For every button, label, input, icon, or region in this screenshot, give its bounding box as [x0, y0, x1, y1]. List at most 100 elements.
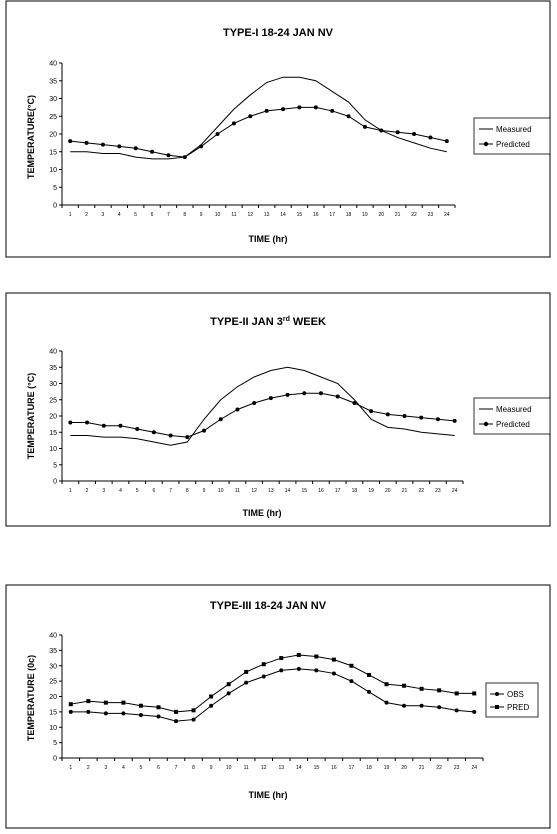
chart-3-title: TYPE-III 18-24 JAN NV — [210, 600, 327, 612]
chart-3-point-pred — [103, 700, 108, 705]
chart-2-x-tick-label: 1 — [69, 488, 72, 494]
chart-1-x-tick-label: 7 — [167, 212, 170, 218]
chart-2-point-predicted — [85, 420, 90, 425]
chart-2-x-tick-label: 10 — [218, 488, 224, 494]
chart-1-x-tick-label: 8 — [183, 212, 186, 218]
chart-3-point-pred — [296, 652, 301, 657]
chart-2-legend-measured: Measured — [496, 405, 532, 414]
chart-2-x-tick-label: 21 — [402, 488, 408, 494]
chart-3-point-pred — [174, 709, 179, 714]
chart-2-x-axis-label: TIME (hr) — [243, 508, 282, 518]
chart-1-x-tick-label: 11 — [231, 212, 236, 218]
chart-2-x-tick-label: 6 — [153, 488, 156, 494]
chart-2-point-predicted — [101, 423, 106, 428]
chart-1-y-tick-label: 0 — [53, 203, 57, 210]
chart-3-legend-pred: PRED — [507, 703, 529, 712]
chart-1-x-tick-label: 1 — [69, 212, 72, 218]
chart-3-point-pred — [226, 682, 231, 687]
chart-2-point-predicted — [252, 401, 257, 405]
chart-3-point-obs — [121, 711, 126, 716]
chart-3-point-pred — [86, 699, 91, 704]
chart-2-x-tick-label: 23 — [435, 488, 441, 494]
chart-2-point-predicted — [151, 430, 156, 435]
chart-2-x-tick-label: 16 — [318, 488, 324, 494]
chart-3-point-obs — [437, 705, 442, 710]
chart-1-x-tick-label: 14 — [280, 212, 286, 218]
chart-1-x-tick-label: 18 — [346, 212, 352, 218]
chart-2-y-tick-label: 25 — [49, 397, 57, 404]
chart-1-point-predicted — [379, 128, 384, 133]
chart-1-x-tick-label: 10 — [215, 212, 221, 218]
chart-3-y-tick-label: 20 — [49, 694, 57, 701]
chart-3-point-obs — [472, 709, 477, 714]
chart-2-x-tick-label: 18 — [352, 488, 358, 494]
chart-3-legend-marker-obs — [495, 692, 499, 696]
chart-1-point-predicted — [133, 146, 138, 151]
chart-3-y-tick-label: 10 — [49, 725, 57, 732]
chart-2-point-predicted — [118, 423, 123, 428]
chart-2-title: TYPE-II JAN 3rd WEEK — [210, 316, 326, 328]
chart-2-x-tick-label: 14 — [285, 488, 291, 494]
chart-3-x-tick-label: 13 — [278, 765, 284, 771]
chart-1-x-tick-label: 17 — [329, 212, 335, 218]
chart-2-point-predicted — [285, 392, 290, 397]
chart-2-point-predicted — [352, 401, 357, 405]
chart-3-series-pred-line — [70, 654, 475, 713]
chart-3-point-obs — [419, 703, 424, 708]
chart-3-y-tick-label: 15 — [49, 709, 57, 716]
chart-3: TYPE-III 18-24 JAN NV TEMPERATURE (0c) T… — [5, 584, 551, 829]
chart-3-point-pred — [191, 708, 196, 713]
chart-2-x-tick-label: 13 — [268, 488, 274, 494]
chart-1-y-tick-label: 15 — [49, 149, 57, 156]
chart-1-x-tick-label: 16 — [313, 212, 319, 218]
chart-1-point-predicted — [248, 114, 253, 119]
chart-3-point-obs — [384, 700, 389, 705]
chart-3-point-obs — [279, 668, 284, 673]
chart-1-point-predicted — [281, 107, 286, 112]
chart-2-x-tick-label: 7 — [169, 488, 172, 494]
chart-3-x-tick-label: 21 — [419, 765, 425, 771]
chart-2-point-predicted — [218, 417, 223, 422]
chart-1-x-tick-label: 4 — [118, 212, 121, 218]
chart-2-x-tick-label: 20 — [385, 488, 391, 494]
chart-1-legend-box — [473, 117, 551, 155]
chart-3-point-pred — [331, 657, 336, 662]
chart-3-point-obs — [314, 668, 319, 673]
chart-2-y-tick-label: 0 — [53, 479, 57, 486]
chart-1-y-tick-label: 20 — [49, 132, 57, 139]
chart-3-x-tick-label: 2 — [87, 765, 90, 771]
chart-2-x-tick-label: 19 — [368, 488, 374, 494]
chart-2-x-tick-label: 9 — [203, 488, 206, 494]
chart-1-x-tick-label: 23 — [428, 212, 434, 218]
chart-1-point-predicted — [182, 155, 187, 160]
chart-3-y-tick-label: 40 — [49, 633, 57, 640]
chart-1-x-tick-label: 2 — [85, 212, 88, 218]
chart-3-x-tick-label: 1 — [69, 765, 72, 771]
chart-2-point-predicted — [302, 391, 307, 396]
chart-3-x-tick-label: 8 — [192, 765, 195, 771]
chart-3-point-pred — [366, 672, 371, 677]
chart-3-point-obs — [103, 711, 108, 716]
chart-1-frame — [5, 0, 551, 258]
chart-1-y-tick-label: 35 — [49, 78, 57, 85]
chart-1: TYPE-I 18-24 JAN NV TEMPERATURE(°C) TIME… — [5, 0, 551, 258]
chart-3-x-tick-label: 6 — [157, 765, 160, 771]
chart-2-y-axis-label: TEMPERATURE (°C) — [26, 373, 36, 459]
chart-3-legend-marker-pred — [495, 705, 499, 709]
chart-3-y-tick-label: 25 — [49, 679, 57, 686]
chart-3-x-tick-label: 19 — [384, 765, 390, 771]
chart-2-y-tick-label: 35 — [49, 365, 57, 372]
chart-3-point-pred — [472, 691, 477, 696]
chart-3-y-tick-label: 0 — [53, 756, 57, 763]
chart-2-point-predicted — [385, 412, 390, 417]
chart-3-x-tick-label: 15 — [314, 765, 320, 771]
chart-3-point-pred — [384, 682, 389, 687]
chart-3-x-tick-label: 17 — [349, 765, 355, 771]
chart-1-point-predicted — [231, 121, 236, 126]
chart-3-point-pred — [244, 669, 249, 674]
chart-1-x-tick-label: 24 — [444, 212, 450, 218]
chart-1-x-tick-label: 13 — [264, 212, 270, 218]
chart-3-point-pred — [454, 691, 459, 696]
chart-3-x-tick-label: 14 — [296, 765, 302, 771]
